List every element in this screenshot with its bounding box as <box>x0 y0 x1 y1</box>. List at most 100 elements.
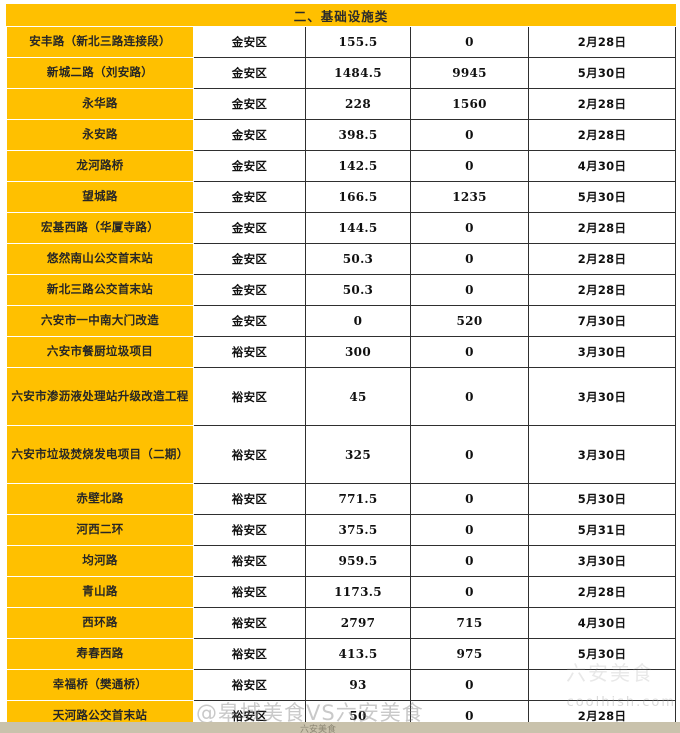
completion-date-cell: 5月30日 <box>527 483 677 515</box>
district-cell: 裕安区 <box>193 425 306 484</box>
table-row: 永华路 金安区 228 1560 2月28日 <box>6 88 677 120</box>
amount-cell-1: 413.5 <box>305 638 411 670</box>
amount-cell-2: 0 <box>410 150 529 182</box>
district-cell: 金安区 <box>193 305 306 337</box>
amount-cell-1: 771.5 <box>305 483 411 515</box>
completion-date-cell: 7月30日 <box>527 305 677 337</box>
district-cell: 裕安区 <box>193 336 306 368</box>
project-name-cell: 赤壁北路 <box>6 483 194 515</box>
district-cell: 金安区 <box>193 274 306 306</box>
amount-cell-2: 1235 <box>410 181 529 213</box>
amount-cell-2: 715 <box>410 607 529 639</box>
amount-cell-1: 144.5 <box>305 212 411 244</box>
district-cell: 裕安区 <box>193 545 306 577</box>
amount-cell-2: 0 <box>410 243 529 275</box>
table-row: 新北三路公交首末站 金安区 50.3 0 2月28日 <box>6 274 677 306</box>
project-name-cell: 悠然南山公交首末站 <box>6 243 194 275</box>
project-name-cell: 六安市渗沥液处理站升级改造工程 <box>6 367 194 426</box>
amount-cell-1: 1173.5 <box>305 576 411 608</box>
district-cell: 裕安区 <box>193 638 306 670</box>
table-row: 六安市一中南大门改造 金安区 0 520 7月30日 <box>6 305 677 337</box>
district-cell: 裕安区 <box>193 576 306 608</box>
district-cell: 裕安区 <box>193 367 306 426</box>
table-row: 西环路 裕安区 2797 715 4月30日 <box>6 607 677 639</box>
amount-cell-1: 1484.5 <box>305 57 411 89</box>
project-name-cell: 龙河路桥 <box>6 150 194 182</box>
amount-cell-1: 50.3 <box>305 243 411 275</box>
district-cell: 金安区 <box>193 212 306 244</box>
completion-date-cell: 2月28日 <box>527 88 677 120</box>
project-name-cell: 六安市餐厨垃圾项目 <box>6 336 194 368</box>
infrastructure-table: 二、基础设施类 安丰路（新北三路连接段） 金安区 155.5 0 2月28日 新城二路（刘… <box>5 4 677 733</box>
table-row: 六安市渗沥液处理站升级改造工程 裕安区 45 0 3月30日 <box>6 367 677 426</box>
amount-cell-1: 2797 <box>305 607 411 639</box>
amount-cell-1: 50.3 <box>305 274 411 306</box>
amount-cell-1: 300 <box>305 336 411 368</box>
district-cell: 金安区 <box>193 243 306 275</box>
amount-cell-2: 0 <box>410 514 529 546</box>
district-cell: 裕安区 <box>193 483 306 515</box>
table-row: 龙河路桥 金安区 142.5 0 4月30日 <box>6 150 677 182</box>
project-name-cell: 青山路 <box>6 576 194 608</box>
table-row: 望城路 金安区 166.5 1235 5月30日 <box>6 181 677 213</box>
bottom-strip <box>0 722 680 733</box>
amount-cell-2: 0 <box>410 576 529 608</box>
amount-cell-2: 0 <box>410 545 529 577</box>
table-row: 青山路 裕安区 1173.5 0 2月28日 <box>6 576 677 608</box>
project-name-cell: 幸福桥（樊通桥） <box>6 669 194 701</box>
district-cell: 裕安区 <box>193 514 306 546</box>
table-row: 六安市垃圾焚烧发电项目（二期） 裕安区 325 0 3月30日 <box>6 425 677 484</box>
completion-date-cell: 3月30日 <box>527 367 677 426</box>
completion-date-cell: 2月28日 <box>527 576 677 608</box>
completion-date-cell: 2月28日 <box>527 26 677 58</box>
table-body: 二、基础设施类 安丰路（新北三路连接段） 金安区 155.5 0 2月28日 新城二路（刘… <box>5 4 677 733</box>
amount-cell-1: 142.5 <box>305 150 411 182</box>
district-cell: 金安区 <box>193 26 306 58</box>
district-cell: 金安区 <box>193 88 306 120</box>
table-row: 六安市餐厨垃圾项目 裕安区 300 0 3月30日 <box>6 336 677 368</box>
amount-cell-2: 0 <box>410 367 529 426</box>
amount-cell-2: 0 <box>410 26 529 58</box>
amount-cell-2: 520 <box>410 305 529 337</box>
district-cell: 裕安区 <box>193 607 306 639</box>
table-row: 永安路 金安区 398.5 0 2月28日 <box>6 119 677 151</box>
amount-cell-1: 398.5 <box>305 119 411 151</box>
district-cell: 金安区 <box>193 181 306 213</box>
completion-date-cell: 4月30日 <box>527 150 677 182</box>
project-name-cell: 河西二环 <box>6 514 194 546</box>
project-name-cell: 安丰路（新北三路连接段） <box>6 26 194 58</box>
amount-cell-2: 9945 <box>410 57 529 89</box>
amount-cell-1: 45 <box>305 367 411 426</box>
table-row: 悠然南山公交首末站 金安区 50.3 0 2月28日 <box>6 243 677 275</box>
completion-date-cell: 5月30日 <box>527 57 677 89</box>
amount-cell-1: 93 <box>305 669 411 701</box>
amount-cell-1: 959.5 <box>305 545 411 577</box>
table-row: 宏基西路（华厦寺路） 金安区 144.5 0 2月28日 <box>6 212 677 244</box>
amount-cell-1: 325 <box>305 425 411 484</box>
table-row: 赤壁北路 裕安区 771.5 0 5月30日 <box>6 483 677 515</box>
project-name-cell: 西环路 <box>6 607 194 639</box>
district-cell: 金安区 <box>193 119 306 151</box>
amount-cell-2: 1560 <box>410 88 529 120</box>
amount-cell-2: 0 <box>410 336 529 368</box>
amount-cell-2: 0 <box>410 669 529 701</box>
project-name-cell: 望城路 <box>6 181 194 213</box>
table-row: 均河路 裕安区 959.5 0 3月30日 <box>6 545 677 577</box>
completion-date-cell: 2月28日 <box>527 274 677 306</box>
section-title: 二、基础设施类 <box>5 4 677 27</box>
table-row: 寿春西路 裕安区 413.5 975 5月30日 <box>6 638 677 670</box>
amount-cell-1: 166.5 <box>305 181 411 213</box>
completion-date-cell: 2月28日 <box>527 212 677 244</box>
completion-date-cell: 5月31日 <box>527 514 677 546</box>
completion-date-cell: 3月30日 <box>527 545 677 577</box>
project-name-cell: 永华路 <box>6 88 194 120</box>
project-name-cell: 六安市垃圾焚烧发电项目（二期） <box>6 425 194 484</box>
district-cell: 金安区 <box>193 57 306 89</box>
project-name-cell: 新北三路公交首末站 <box>6 274 194 306</box>
amount-cell-2: 0 <box>410 274 529 306</box>
project-name-cell: 六安市一中南大门改造 <box>6 305 194 337</box>
completion-date-cell: 3月30日 <box>527 336 677 368</box>
project-name-cell: 永安路 <box>6 119 194 151</box>
